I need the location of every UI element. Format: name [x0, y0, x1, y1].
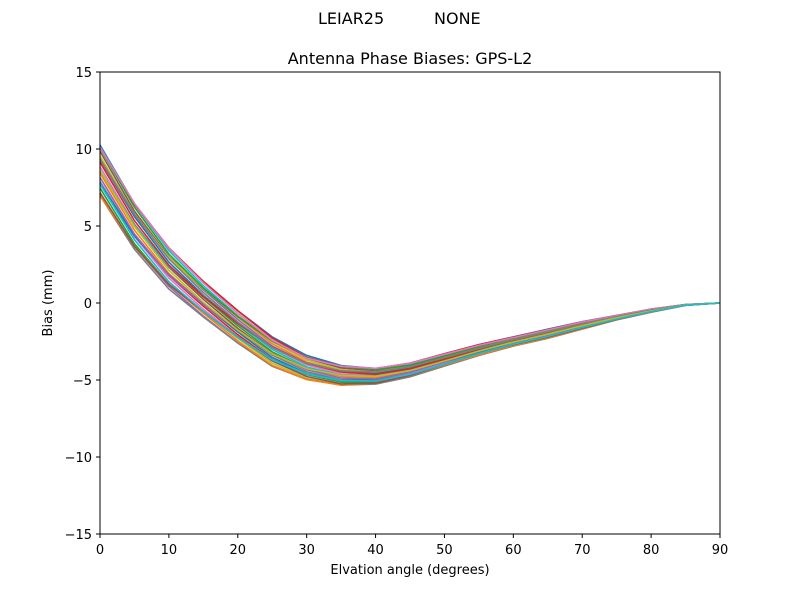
figure-suptitle: LEIAR25 NONE — [0, 9, 800, 31]
y-tick-label: −10 — [65, 451, 92, 466]
series-line — [99, 146, 721, 370]
y-tick-label: 10 — [75, 143, 92, 158]
series-line — [99, 146, 721, 370]
antenna-name: LEIAR25 — [318, 9, 385, 28]
y-tick-label: 5 — [84, 220, 92, 235]
y-tick-label: −5 — [73, 374, 92, 389]
x-tick-label: 40 — [367, 543, 384, 558]
series-line — [99, 158, 721, 373]
series-line — [99, 158, 721, 374]
series-line — [99, 161, 721, 376]
x-tick-label: 50 — [436, 543, 453, 558]
y-axis-label: Bias (mm) — [41, 270, 56, 337]
series-line — [99, 146, 721, 370]
y-tick-label: −15 — [65, 528, 92, 543]
x-tick-label: 70 — [574, 543, 591, 558]
x-tick-label: 80 — [643, 543, 660, 558]
series-line — [99, 147, 721, 371]
series-line — [99, 158, 721, 374]
x-tick-label: 30 — [298, 543, 315, 558]
series-line — [99, 151, 721, 372]
x-axis: 0 10 20 30 40 50 60 70 80 90 — [96, 534, 728, 558]
series-line — [99, 171, 721, 377]
x-tick-label: 10 — [161, 543, 178, 558]
x-tick-label: 90 — [712, 543, 729, 558]
x-axis-label: Elvation angle (degrees) — [330, 563, 489, 578]
series-layer — [99, 144, 721, 386]
series-line — [99, 155, 721, 373]
y-axis: −15 −10 −5 0 5 10 15 — [65, 66, 100, 543]
x-tick-label: 0 — [96, 543, 104, 558]
x-tick-label: 60 — [505, 543, 522, 558]
series-line — [99, 159, 721, 373]
y-tick-label: 15 — [75, 66, 92, 81]
series-line — [99, 144, 721, 370]
series-line — [99, 183, 721, 382]
series-line — [99, 170, 721, 378]
y-tick-label: 0 — [84, 297, 92, 312]
radome-name: NONE — [434, 9, 481, 28]
chart-title: Antenna Phase Biases: GPS-L2 — [288, 49, 533, 68]
x-tick-label: 20 — [230, 543, 247, 558]
